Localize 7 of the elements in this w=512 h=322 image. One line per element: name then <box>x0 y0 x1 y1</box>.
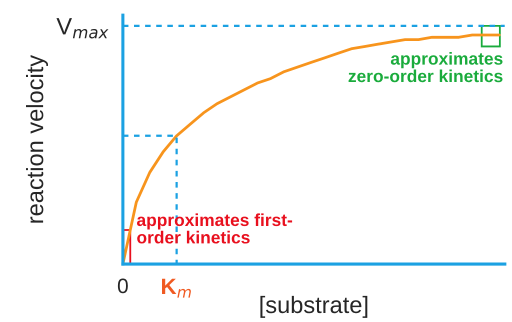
x-tick-label: K$_{m}$ <box>162 278 191 298</box>
y-axis-title: reaction velocity <box>26 54 48 223</box>
annotation: approximates zero-order kinetics <box>348 52 503 82</box>
ref-line-label: V$_{max}$ <box>56 18 108 38</box>
x-tick-label: 0 <box>118 278 128 294</box>
annotation: approximates first- order kinetics <box>137 213 292 244</box>
x-axis-title: [substrate] <box>260 296 368 318</box>
